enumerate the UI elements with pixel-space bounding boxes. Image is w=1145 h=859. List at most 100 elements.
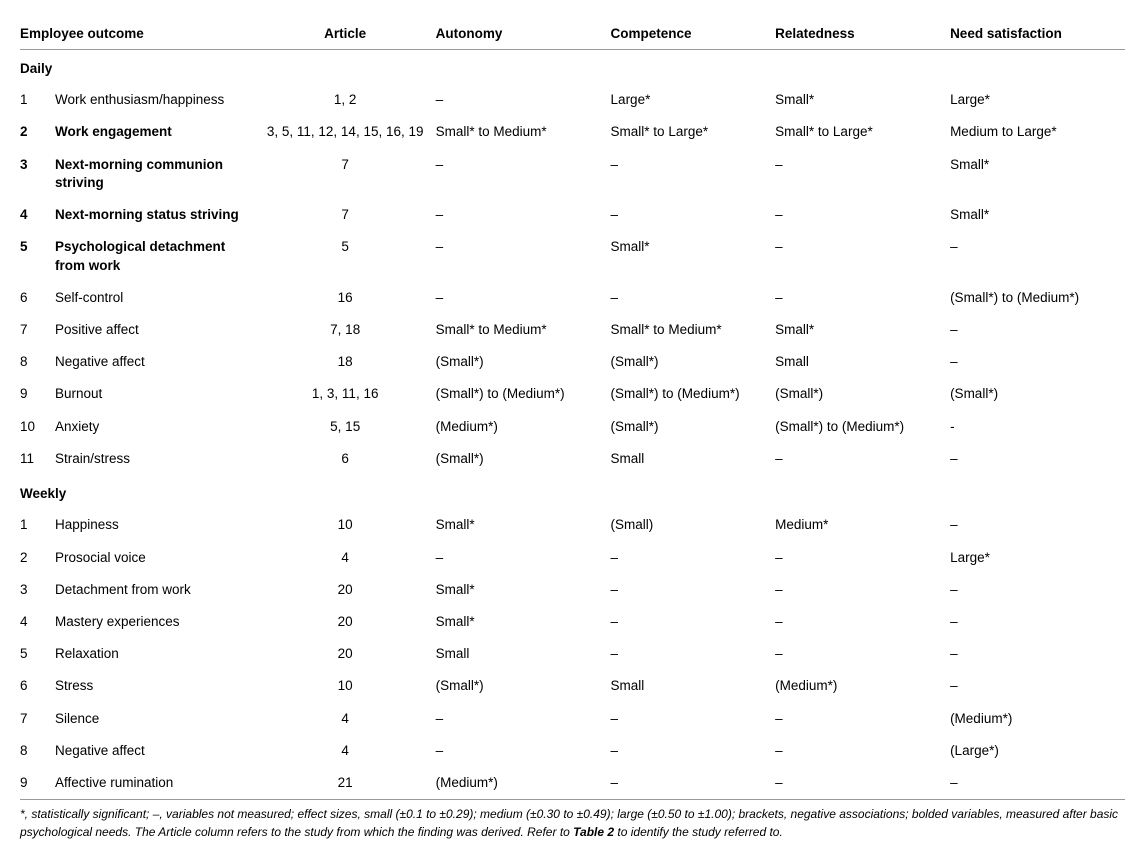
- row-competence: Small: [611, 670, 776, 702]
- row-outcome: Detachment from work: [55, 574, 261, 606]
- row-article: 5: [261, 231, 436, 281]
- footnote-bold: Table 2: [573, 825, 614, 839]
- row-number: 2: [20, 116, 55, 148]
- row-need: –: [950, 574, 1125, 606]
- row-relatedness: –: [775, 231, 950, 281]
- row-relatedness: –: [775, 574, 950, 606]
- table-row: 6Stress10(Small*)Small(Medium*)–: [20, 670, 1125, 702]
- row-autonomy: Small*: [436, 606, 611, 638]
- row-autonomy: Small* to Medium*: [436, 314, 611, 346]
- table-row: 5Relaxation20Small–––: [20, 638, 1125, 670]
- row-competence: –: [611, 606, 776, 638]
- row-article: 20: [261, 606, 436, 638]
- row-relatedness: Small: [775, 346, 950, 378]
- row-competence: (Small*): [611, 411, 776, 443]
- row-outcome: Silence: [55, 703, 261, 735]
- table-row: 4Mastery experiences20Small*–––: [20, 606, 1125, 638]
- row-competence: (Small*): [611, 346, 776, 378]
- row-article: 7, 18: [261, 314, 436, 346]
- row-competence: –: [611, 735, 776, 767]
- row-autonomy: –: [436, 735, 611, 767]
- row-relatedness: Small*: [775, 314, 950, 346]
- table-row: 8Negative affect18(Small*)(Small*)Small–: [20, 346, 1125, 378]
- row-number: 10: [20, 411, 55, 443]
- row-number: 6: [20, 670, 55, 702]
- row-outcome: Relaxation: [55, 638, 261, 670]
- row-relatedness: –: [775, 443, 950, 475]
- row-need: (Large*): [950, 735, 1125, 767]
- row-outcome: Negative affect: [55, 346, 261, 378]
- table-row: 3Next-morning communion striving7–––Smal…: [20, 149, 1125, 199]
- row-competence: –: [611, 542, 776, 574]
- row-outcome: Positive affect: [55, 314, 261, 346]
- row-article: 20: [261, 574, 436, 606]
- row-need: (Small*): [950, 378, 1125, 410]
- row-autonomy: (Medium*): [436, 767, 611, 800]
- row-competence: –: [611, 638, 776, 670]
- row-article: 21: [261, 767, 436, 800]
- row-autonomy: –: [436, 282, 611, 314]
- table-body: Daily1Work enthusiasm/happiness1, 2–Larg…: [20, 50, 1125, 800]
- row-competence: Small: [611, 443, 776, 475]
- row-competence: –: [611, 574, 776, 606]
- table-footnote: *, statistically significant; –, variabl…: [20, 800, 1125, 841]
- row-number: 8: [20, 346, 55, 378]
- row-need: –: [950, 346, 1125, 378]
- row-article: 10: [261, 509, 436, 541]
- row-number: 3: [20, 149, 55, 199]
- row-need: –: [950, 314, 1125, 346]
- row-outcome: Happiness: [55, 509, 261, 541]
- row-relatedness: –: [775, 638, 950, 670]
- row-relatedness: –: [775, 703, 950, 735]
- table-row: 7Positive affect7, 18Small* to Medium*Sm…: [20, 314, 1125, 346]
- row-outcome: Prosocial voice: [55, 542, 261, 574]
- row-relatedness: –: [775, 735, 950, 767]
- row-outcome: Self-control: [55, 282, 261, 314]
- row-number: 6: [20, 282, 55, 314]
- table-row: 5Psychological detachment from work5–Sma…: [20, 231, 1125, 281]
- row-autonomy: Small* to Medium*: [436, 116, 611, 148]
- row-number: 7: [20, 314, 55, 346]
- row-outcome: Burnout: [55, 378, 261, 410]
- col-outcome: Employee outcome: [20, 18, 261, 50]
- row-competence: Small* to Medium*: [611, 314, 776, 346]
- row-number: 5: [20, 231, 55, 281]
- table-row: 7Silence4–––(Medium*): [20, 703, 1125, 735]
- row-article: 3, 5, 11, 12, 14, 15, 16, 19: [261, 116, 436, 148]
- row-outcome: Psychological detachment from work: [55, 231, 261, 281]
- row-number: 5: [20, 638, 55, 670]
- row-relatedness: (Medium*): [775, 670, 950, 702]
- section-header: Weekly: [20, 475, 1125, 509]
- row-article: 1, 3, 11, 16: [261, 378, 436, 410]
- row-outcome: Next-morning status striving: [55, 199, 261, 231]
- row-number: 3: [20, 574, 55, 606]
- section-title: Weekly: [20, 475, 1125, 509]
- row-outcome: Anxiety: [55, 411, 261, 443]
- row-article: 5, 15: [261, 411, 436, 443]
- row-relatedness: (Small*): [775, 378, 950, 410]
- row-article: 4: [261, 542, 436, 574]
- row-autonomy: –: [436, 703, 611, 735]
- row-relatedness: –: [775, 542, 950, 574]
- row-competence: Large*: [611, 84, 776, 116]
- row-outcome: Negative affect: [55, 735, 261, 767]
- row-article: 16: [261, 282, 436, 314]
- row-outcome: Stress: [55, 670, 261, 702]
- row-competence: (Small*) to (Medium*): [611, 378, 776, 410]
- row-outcome: Next-morning communion striving: [55, 149, 261, 199]
- row-need: –: [950, 670, 1125, 702]
- table-row: 2Prosocial voice4–––Large*: [20, 542, 1125, 574]
- row-autonomy: Small*: [436, 509, 611, 541]
- row-autonomy: (Small*): [436, 346, 611, 378]
- table-row: 6Self-control16–––(Small*) to (Medium*): [20, 282, 1125, 314]
- col-article: Article: [261, 18, 436, 50]
- col-need: Need satisfaction: [950, 18, 1125, 50]
- row-need: Medium to Large*: [950, 116, 1125, 148]
- row-relatedness: Medium*: [775, 509, 950, 541]
- row-relatedness: Small* to Large*: [775, 116, 950, 148]
- row-need: Large*: [950, 542, 1125, 574]
- table-row: 11Strain/stress6(Small*)Small––: [20, 443, 1125, 475]
- row-number: 1: [20, 509, 55, 541]
- row-number: 1: [20, 84, 55, 116]
- row-number: 4: [20, 199, 55, 231]
